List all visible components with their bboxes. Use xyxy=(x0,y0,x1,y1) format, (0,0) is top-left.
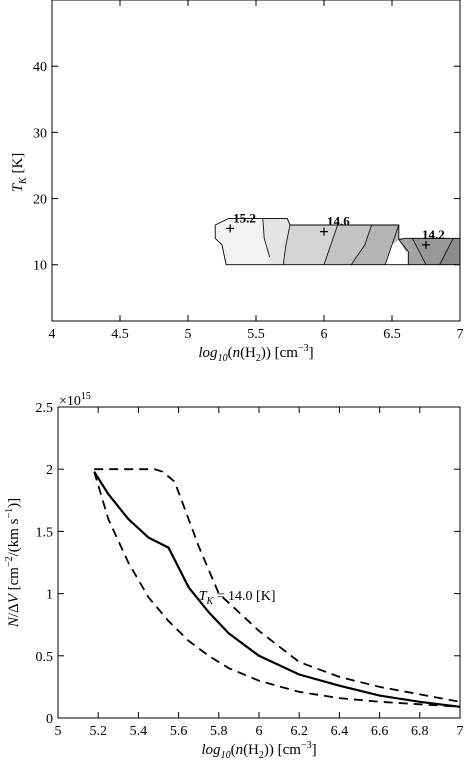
curve-annotation: TK = 14.0 [K] xyxy=(199,589,276,607)
region-outline xyxy=(398,239,460,266)
series-group xyxy=(93,468,461,708)
x-tick-label: 5.8 xyxy=(210,724,228,739)
y-tick-label: 20 xyxy=(33,193,47,208)
x-tick-label: 4 xyxy=(49,327,56,342)
axis-ticks: 5 5.2 5.4 5.6 5.8 6 6.2 6.4 6.6 6.8 7 0 0.5 1 1.5 2 2.5 xyxy=(36,401,464,739)
y-tick-label: 1 xyxy=(46,588,53,603)
y-tick-label: 0 xyxy=(46,712,53,727)
x-tick-label: 5.2 xyxy=(89,724,107,739)
axis-ticks: 4 4.5 5 5.5 6 6.5 7 10 20 30 40 xyxy=(33,0,464,342)
y-tick-label: 10 xyxy=(33,259,47,274)
x-tick-label: 4.5 xyxy=(111,327,129,342)
x-tick-label: 6 xyxy=(256,724,263,739)
x-tick-label: 7 xyxy=(457,327,464,342)
marker-label: 14.6 xyxy=(327,214,350,229)
contour-lines xyxy=(262,218,454,265)
x-tick-label: 5.4 xyxy=(130,724,148,739)
point-marker xyxy=(320,227,328,236)
y-tick-label: 2 xyxy=(46,463,53,478)
y-axis-title: TK [K] xyxy=(10,153,29,193)
x-tick-label: 5 xyxy=(55,724,62,739)
y-axis-title: N/ΔV [cm−2/(km s−1)] xyxy=(4,498,22,628)
dashed-curve xyxy=(93,471,461,708)
contour-line xyxy=(384,224,400,265)
y-tick-label: 1.5 xyxy=(36,525,54,540)
contour-line xyxy=(412,238,427,265)
contour-line xyxy=(262,218,270,257)
contour-band xyxy=(439,238,460,265)
contour-band xyxy=(405,238,426,265)
contour-band xyxy=(351,225,399,265)
x-tick-label: 6.4 xyxy=(331,724,349,739)
y-tick-label: 30 xyxy=(33,126,47,141)
region-outline xyxy=(215,217,460,241)
y-tick-label: 40 xyxy=(33,60,47,75)
point-marker xyxy=(226,224,235,233)
y-scale-multiplier: ×1015 xyxy=(59,391,91,409)
solid-curve xyxy=(93,471,461,708)
x-tick-label: 5 xyxy=(185,327,192,342)
x-axis-title: log10(n(H2)) [cm−3] xyxy=(198,343,313,364)
marker-label: 14.2 xyxy=(422,227,445,242)
y-tick-label: 2.5 xyxy=(36,401,54,416)
contour-line xyxy=(323,224,338,265)
x-tick-label: 6 xyxy=(321,327,328,342)
dashed-curve xyxy=(94,468,461,703)
line-panel: 5 5.2 5.4 5.6 5.8 6 6.2 6.4 6.6 6.8 700.511.522.5 … xyxy=(4,391,464,761)
contour-band xyxy=(215,218,270,265)
marker-group: 15.2 14.6 14.2 xyxy=(226,210,445,249)
contour-band xyxy=(324,225,372,265)
plot-frame xyxy=(51,0,461,322)
x-tick-label: 6.5 xyxy=(383,327,401,342)
region-outline xyxy=(214,225,409,266)
x-tick-label: 5.6 xyxy=(170,724,188,739)
contour-band xyxy=(262,218,290,265)
x-tick-label: 6.6 xyxy=(371,724,389,739)
x-axis-title: log10(n(H2)) [cm−3] xyxy=(201,740,316,761)
x-tick-label: 5.5 xyxy=(247,327,265,342)
x-tick-label: 7 xyxy=(457,724,464,739)
y-tick-label: 0.5 xyxy=(36,650,54,665)
x-tick-label: 6.8 xyxy=(411,724,429,739)
contour-line xyxy=(350,224,372,265)
contour-line xyxy=(282,224,291,265)
x-tick-label: 6.2 xyxy=(290,724,308,739)
plot-frame xyxy=(57,406,461,719)
contour-panel: 15.2 14.6 14.2 4 4.5 5 5.5 6 6.5 7 10 20 30 40 log10… xyxy=(10,0,464,364)
contour-line xyxy=(439,238,454,265)
point-marker xyxy=(422,240,430,249)
marker-label: 15.2 xyxy=(233,210,256,225)
